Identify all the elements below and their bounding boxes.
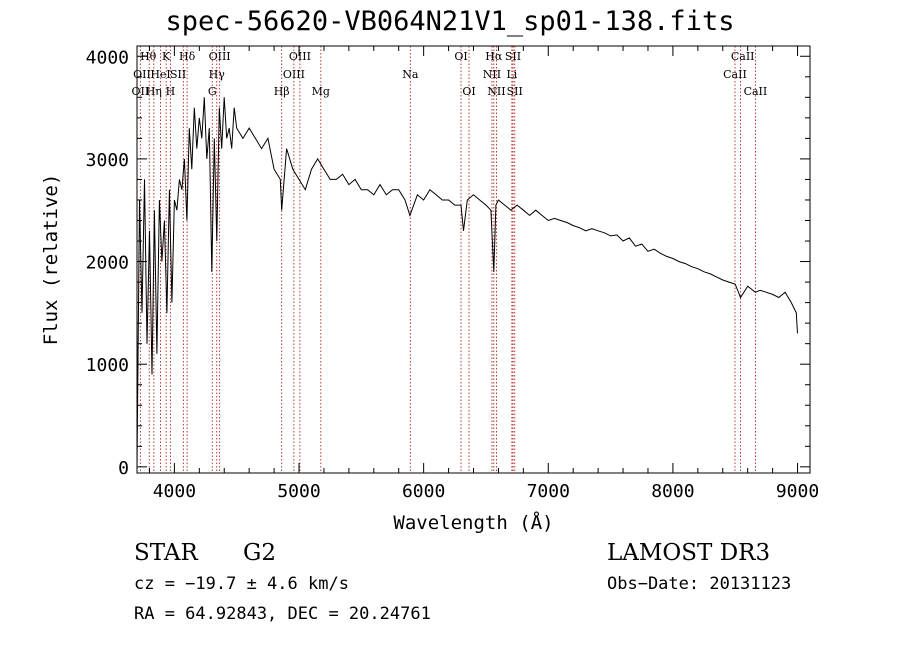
line-label-Li: Li <box>506 68 517 81</box>
line-label-CaII: CaII <box>731 50 755 63</box>
survey-name: LAMOST DR3 <box>607 540 771 566</box>
line-label-OII: OII <box>132 85 150 98</box>
line-label-OI: OI <box>454 50 467 63</box>
chart-title: spec-56620-VB064N21V1_sp01-138.fits <box>165 6 735 37</box>
spectral-line-markers <box>139 46 756 473</box>
axis-ticks: 4000 5000 6000 7000 8000 9000 0 1000 2000 3000 400… <box>86 46 819 502</box>
x-tick-label: 9000 <box>776 481 819 502</box>
line-label-NII: NII <box>483 68 501 81</box>
line-label-CaII: CaII <box>723 68 747 81</box>
spectrum-line <box>136 97 798 467</box>
line-label-SII: SII <box>170 68 186 81</box>
y-tick-label: 3000 <box>86 150 129 171</box>
line-label-OIII: OIII <box>289 50 311 63</box>
line-label-Hβ: Hβ <box>274 85 290 98</box>
line-label-CaII: CaII <box>744 85 768 98</box>
x-tick-label: 4000 <box>153 481 196 502</box>
line-label-OI: OI <box>462 85 475 98</box>
y-tick-label: 0 <box>118 458 129 479</box>
line-label-OIII: OIII <box>209 50 231 63</box>
x-tick-label: 6000 <box>402 481 445 502</box>
y-tick-label: 1000 <box>86 355 129 376</box>
line-label-SII: SII <box>507 85 523 98</box>
line-label-Na: Na <box>402 68 419 81</box>
x-tick-label: 8000 <box>651 481 694 502</box>
line-label-OII: OII <box>133 68 151 81</box>
x-tick-label: 7000 <box>527 481 570 502</box>
coordinates-text: RA = 64.92843, DEC = 20.24761 <box>134 604 431 624</box>
line-label-Hδ: Hδ <box>179 50 196 63</box>
line-label-SII: SII <box>505 50 521 63</box>
object-subclass: G2 <box>243 540 277 566</box>
y-tick-label: 4000 <box>86 47 129 68</box>
object-class: STAR <box>134 540 198 566</box>
obs-date: Obs−Date: 20131123 <box>607 574 792 594</box>
line-label-Hα: Hα <box>485 50 503 63</box>
x-tick-label: 5000 <box>277 481 320 502</box>
line-label-NII: NII <box>487 85 505 98</box>
line-label-K: K <box>162 50 171 63</box>
x-axis-label: Wavelength (Å) <box>393 511 553 534</box>
y-tick-label: 2000 <box>86 253 129 274</box>
line-label-H: H <box>166 85 176 98</box>
line-label-HeI: HeI <box>150 68 170 81</box>
line-label-G: G <box>208 85 217 98</box>
y-axis-label: Flux (relative) <box>40 174 62 346</box>
plot-frame <box>136 45 811 474</box>
line-label-OIII: OIII <box>283 68 305 81</box>
line-label-Hη: Hη <box>146 85 162 98</box>
line-label-Hγ: Hγ <box>209 68 226 81</box>
redshift-text: cz = −19.7 ± 4.6 km/s <box>134 574 349 594</box>
line-label-Hθ: Hθ <box>140 50 157 63</box>
line-label-Mg: Mg <box>312 85 330 98</box>
